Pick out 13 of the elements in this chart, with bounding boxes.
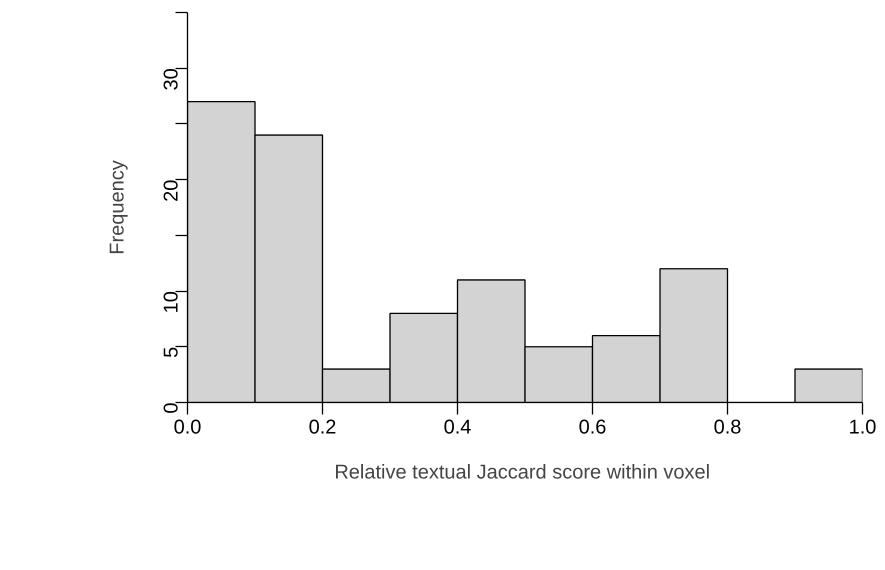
y-tick-label: 10 xyxy=(160,291,182,314)
x-tick-label: 1.0 xyxy=(848,416,876,438)
x-tick-label: 0.8 xyxy=(714,416,742,438)
x-tick-label: 0.4 xyxy=(444,416,472,438)
x-tick-label: 0.2 xyxy=(308,416,336,438)
x-axis-title: Relative textual Jaccard score within voxel xyxy=(334,462,710,484)
y-axis-title: Frequency xyxy=(106,160,128,255)
x-tick-label: 0.0 xyxy=(174,416,202,438)
y-tick-label: 30 xyxy=(160,68,182,90)
x-tick-label: 0.6 xyxy=(578,416,606,438)
y-tick-label: 20 xyxy=(160,180,182,202)
y-tick-label: 0 xyxy=(160,402,182,414)
y-tick-label: 5 xyxy=(160,346,182,358)
